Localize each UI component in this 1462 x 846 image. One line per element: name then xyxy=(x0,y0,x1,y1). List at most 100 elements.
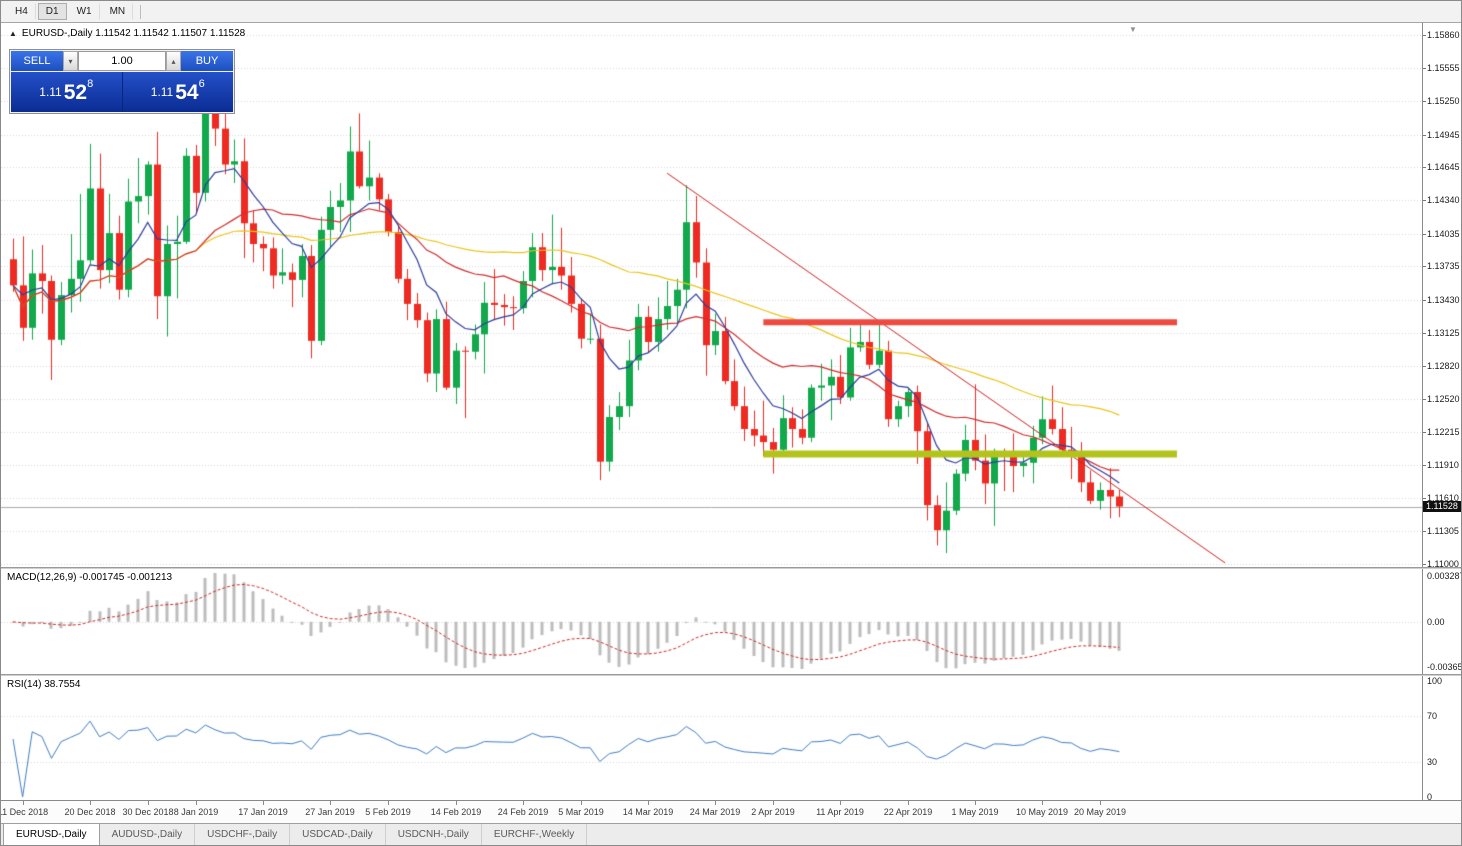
current-price-tag: 1.11528 xyxy=(1423,500,1461,512)
price-axis-tick xyxy=(1423,465,1426,466)
date-axis-label: 24 Feb 2019 xyxy=(497,807,549,817)
date-axis-tick xyxy=(148,801,149,805)
price-axis-tick xyxy=(1423,300,1426,301)
rsi-row: RSI(14) 38.7554 100 70 30 0 xyxy=(1,676,1461,800)
main-chart-panel: ▲ EURUSD-,Daily 1.11542 1.11542 1.11507 … xyxy=(1,23,1422,567)
main-price-canvas[interactable] xyxy=(1,23,1422,567)
chart-tab-usdcaddaily[interactable]: USDCAD-,Daily xyxy=(290,824,386,845)
date-axis-tick xyxy=(456,801,457,805)
timeframe-button-d1[interactable]: D1 xyxy=(37,3,67,20)
macd-label: MACD(12,26,9) -0.001745 -0.001213 xyxy=(7,572,173,583)
timeframe-button-w1[interactable]: W1 xyxy=(69,3,100,20)
chart-title: ▲ EURUSD-,Daily 1.11542 1.11542 1.11507 … xyxy=(9,28,245,39)
ask-price-button[interactable]: 1.11 54 6 xyxy=(122,72,233,112)
panel-splitter[interactable] xyxy=(1,567,1461,569)
date-axis[interactable]: 11 Dec 2018 20 Dec 2018 30 Dec 2018 8 Jan 2… xyxy=(1,800,1461,823)
chart-tab-eurchfweekly[interactable]: EURCHF-,Weekly xyxy=(482,824,588,845)
price-axis[interactable]: 1.11528 1.15860 1.15555 1.15250 1.14945 1.14… xyxy=(1422,23,1461,567)
date-axis-tick xyxy=(975,801,976,805)
rsi-axis-label: 30 xyxy=(1427,757,1438,768)
price-axis-label: 1.12520 xyxy=(1427,393,1460,404)
bid-price-prefix: 1.11 xyxy=(39,85,62,99)
chart-tab-audusddaily[interactable]: AUDUSD-,Daily xyxy=(100,824,196,845)
timeframe-button-mn[interactable]: MN xyxy=(102,3,134,20)
volume-decrease-button[interactable]: ▾ xyxy=(63,51,78,71)
rsi-axis[interactable]: 100 70 30 0 xyxy=(1422,676,1461,800)
date-axis-label: 17 Jan 2019 xyxy=(238,807,288,817)
rsi-axis-label: 70 xyxy=(1427,710,1438,721)
macd-row: MACD(12,26,9) -0.001745 -0.001213 0.0032… xyxy=(1,569,1462,674)
price-axis-label: 1.15555 xyxy=(1427,63,1460,74)
macd-axis-label: -0.003651 xyxy=(1427,662,1461,672)
rsi-panel: RSI(14) 38.7554 xyxy=(1,676,1422,800)
panel-splitter[interactable] xyxy=(1,674,1461,676)
ask-price-main: 54 xyxy=(175,80,199,104)
sell-button[interactable]: SELL xyxy=(11,51,63,71)
price-axis-tick xyxy=(1423,333,1426,334)
price-axis-label: 1.11610 xyxy=(1427,492,1459,503)
price-axis-tick xyxy=(1423,200,1426,201)
macd-axis[interactable]: 0.003287 0.00 -0.003651 xyxy=(1422,569,1462,674)
chart-tabs-bar: EURUSD-,Daily AUDUSD-,Daily USDCHF-,Daily U… xyxy=(1,823,1461,845)
price-axis-label: 1.14645 xyxy=(1427,162,1460,173)
date-axis-label: 10 May 2019 xyxy=(1015,807,1069,817)
rsi-axis-label: 100 xyxy=(1427,676,1443,686)
price-axis-tick xyxy=(1423,498,1426,499)
price-axis-label: 1.13125 xyxy=(1427,327,1460,338)
date-axis-tick xyxy=(23,801,24,805)
price-axis-label: 1.14035 xyxy=(1427,228,1460,239)
date-axis-tick xyxy=(773,801,774,805)
timeframe-button-h4[interactable]: H4 xyxy=(7,3,36,20)
date-axis-tick xyxy=(1042,801,1043,805)
date-axis-tick xyxy=(523,801,524,805)
bid-price-pip: 8 xyxy=(87,78,94,90)
price-axis-label: 1.11000 xyxy=(1427,559,1459,567)
price-axis-tick xyxy=(1423,564,1426,565)
chart-title-text: EURUSD-,Daily 1.11542 1.11542 1.11507 1.… xyxy=(21,28,246,39)
date-axis-tick xyxy=(90,801,91,805)
rsi-axis-label: 0 xyxy=(1427,792,1433,800)
date-axis-tick xyxy=(648,801,649,805)
price-axis-tick xyxy=(1423,167,1426,168)
price-axis-tick xyxy=(1423,366,1426,367)
main-chart-row: ▲ EURUSD-,Daily 1.11542 1.11542 1.11507 … xyxy=(1,23,1461,567)
price-axis-label: 1.12820 xyxy=(1427,360,1460,371)
chart-tab-usdchfdaily[interactable]: USDCHF-,Daily xyxy=(195,824,291,845)
date-axis-label: 8 Jan 2019 xyxy=(173,807,219,817)
toolbar-separator xyxy=(140,4,142,19)
trade-panel-prices: 1.11 52 8 1.11 54 6 xyxy=(11,72,233,112)
bid-price-button[interactable]: 1.11 52 8 xyxy=(11,72,123,112)
date-axis-tick xyxy=(388,801,389,805)
rsi-canvas[interactable] xyxy=(1,676,1422,800)
price-axis-label: 1.14340 xyxy=(1427,195,1460,206)
date-axis-tick xyxy=(908,801,909,805)
date-axis-label: 22 Apr 2019 xyxy=(883,807,933,817)
price-axis-tick xyxy=(1423,432,1426,433)
ask-price-pip: 6 xyxy=(198,78,205,90)
price-axis-tick xyxy=(1423,68,1426,69)
chart-shift-marker-icon[interactable]: ▼ xyxy=(1129,25,1137,34)
date-axis-label: 5 Feb 2019 xyxy=(365,807,411,817)
date-axis-label: 1 May 2019 xyxy=(951,807,999,817)
macd-axis-label: 0.003287 xyxy=(1427,571,1462,581)
date-axis-tick xyxy=(196,801,197,805)
price-axis-label: 1.13735 xyxy=(1427,261,1460,272)
volume-input[interactable] xyxy=(78,51,166,71)
chart-tab-usdcnhdaily[interactable]: USDCNH-,Daily xyxy=(386,824,482,845)
date-axis-tick xyxy=(330,801,331,805)
price-axis-label: 1.12215 xyxy=(1427,426,1460,437)
rsi-label: RSI(14) 38.7554 xyxy=(7,679,81,690)
macd-axis-label: 0.00 xyxy=(1427,616,1445,627)
one-click-trading-toggle-icon[interactable]: ▲ xyxy=(9,29,17,38)
date-axis-label: 30 Dec 2018 xyxy=(122,807,174,817)
buy-button[interactable]: BUY xyxy=(181,51,233,71)
price-axis-tick xyxy=(1423,101,1426,102)
date-axis-tick xyxy=(581,801,582,805)
one-click-trade-panel: SELL ▾ ▴ BUY 1.11 52 8 1.11 54 6 xyxy=(9,49,235,114)
trade-panel-controls: SELL ▾ ▴ BUY xyxy=(11,51,233,71)
ask-price-prefix: 1.11 xyxy=(150,85,174,99)
macd-canvas[interactable] xyxy=(1,569,1422,674)
volume-increase-button[interactable]: ▴ xyxy=(166,51,181,71)
price-axis-label: 1.11305 xyxy=(1427,525,1459,536)
chart-tab-eurusddaily[interactable]: EURUSD-,Daily xyxy=(3,824,100,845)
